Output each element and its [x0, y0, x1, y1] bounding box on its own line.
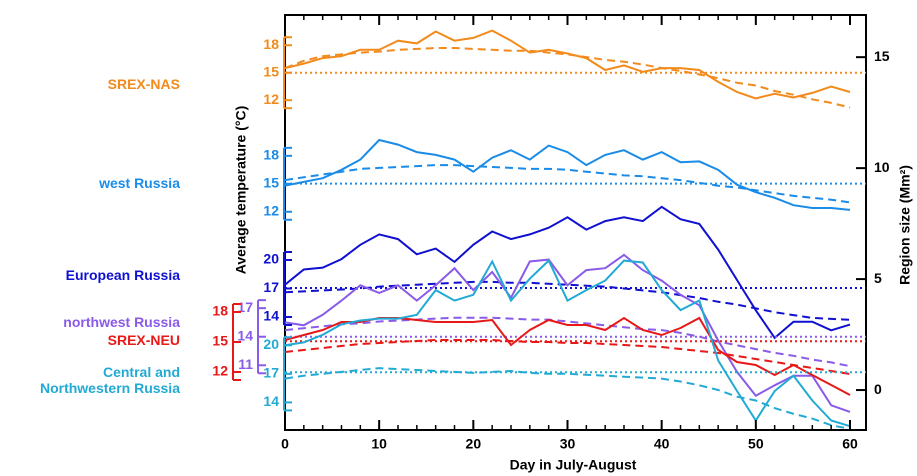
temp-tick-label: 18	[263, 36, 279, 52]
region-label: European Russia	[65, 267, 180, 283]
temp-tick-label: 15	[263, 63, 279, 79]
x-tick-label: 10	[371, 436, 387, 452]
temperature-line	[285, 253, 851, 413]
x-tick-label: 20	[466, 436, 482, 452]
temperature-line	[285, 205, 851, 340]
temp-tick-label: 14	[237, 327, 253, 343]
temp-tick-label: 14	[263, 393, 279, 409]
region-label: SREX-NEU	[107, 332, 180, 348]
temp-tick-label: 15	[263, 175, 279, 191]
temp-tick-label: 12	[212, 363, 228, 379]
climatology-line	[285, 339, 851, 375]
x-tick-label: 0	[281, 436, 289, 452]
temp-tick-label: 11	[238, 356, 253, 372]
climatology-line	[285, 47, 851, 109]
region-label: SREX-NAS	[107, 76, 180, 92]
temp-tick-label: 20	[263, 336, 279, 352]
climatology-line	[285, 316, 851, 368]
y2-tick-label: 0	[874, 381, 882, 397]
temp-tick-label: 12	[263, 202, 279, 218]
temp-tick-label: 17	[263, 365, 279, 381]
temp-tick-label: 12	[263, 91, 279, 107]
x-axis-title: Day in July-August	[510, 457, 637, 473]
temp-tick-label: 17	[263, 279, 279, 295]
temp-tick-label: 15	[212, 333, 228, 349]
x-tick-label: 30	[560, 436, 576, 452]
temp-tick-label: 17	[237, 299, 253, 315]
temp-tick-label: 20	[263, 251, 279, 267]
y-axis-title: Average temperature (°C)	[233, 106, 249, 274]
climatology-line	[285, 280, 851, 321]
climatology-line	[285, 367, 851, 430]
temp-tick-label: 18	[263, 147, 279, 163]
y2-axis-title: Region size (Mm²)	[897, 165, 913, 285]
y2-tick-label: 10	[874, 159, 890, 175]
y2-tick-label: 15	[874, 48, 890, 64]
x-tick-label: 60	[842, 436, 858, 452]
temperature-line	[285, 316, 851, 396]
temp-tick-label: 18	[212, 303, 228, 319]
region-label: Central and Northwestern Russia	[39, 364, 180, 396]
temperature-line	[285, 29, 851, 100]
x-tick-label: 50	[748, 436, 764, 452]
temperature-line	[285, 138, 851, 211]
y2-tick-label: 5	[874, 270, 882, 286]
climatology-line	[285, 164, 851, 204]
x-tick-label: 40	[654, 436, 670, 452]
temp-tick-label: 14	[263, 308, 279, 324]
plot-frame	[284, 14, 867, 431]
plot-area	[285, 29, 866, 430]
region-label: northwest Russia	[63, 314, 180, 330]
region-label: west Russia	[99, 175, 180, 191]
